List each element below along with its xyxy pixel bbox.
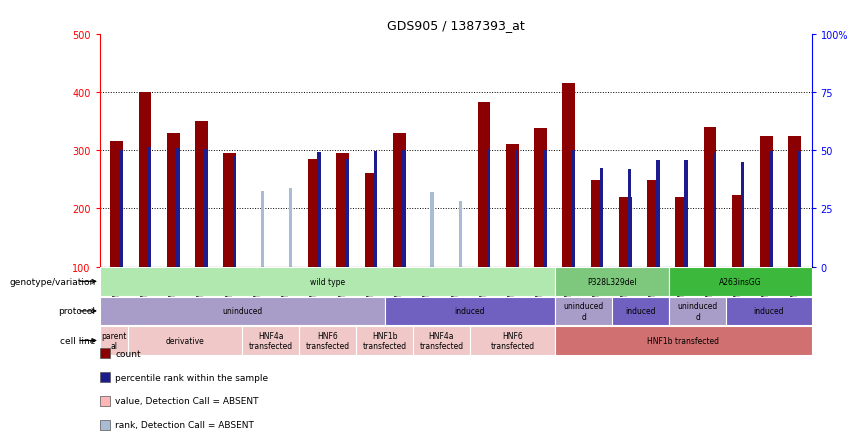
Bar <box>223 154 236 267</box>
Text: protocol: protocol <box>58 307 95 316</box>
Bar <box>788 136 801 267</box>
Bar <box>647 181 660 267</box>
Text: P328L329del: P328L329del <box>588 277 637 286</box>
Bar <box>741 162 745 267</box>
Bar <box>600 168 603 267</box>
Bar <box>139 93 151 267</box>
Bar <box>628 169 631 267</box>
Bar <box>656 161 660 267</box>
Text: A263insGG: A263insGG <box>719 277 762 286</box>
Bar <box>318 153 320 267</box>
Text: count: count <box>115 349 141 358</box>
Title: GDS905 / 1387393_at: GDS905 / 1387393_at <box>387 19 524 32</box>
Bar <box>289 188 293 267</box>
Text: HNF1b
transfected: HNF1b transfected <box>363 331 406 350</box>
Bar <box>242 326 299 355</box>
Bar <box>167 133 180 267</box>
Bar <box>556 267 669 296</box>
Bar <box>470 326 556 355</box>
Bar <box>176 149 180 267</box>
Bar <box>487 150 490 267</box>
Bar <box>385 297 556 326</box>
Text: induced: induced <box>455 307 485 316</box>
Bar <box>669 297 727 326</box>
Bar <box>402 151 405 267</box>
Bar <box>458 201 462 267</box>
Text: parent
al: parent al <box>102 331 127 350</box>
Bar <box>562 84 575 267</box>
Bar <box>393 133 405 267</box>
Bar <box>732 195 745 267</box>
Text: HNF4a
transfected: HNF4a transfected <box>419 331 464 350</box>
Bar <box>556 326 812 355</box>
Bar <box>100 326 128 355</box>
Text: uninduced
d: uninduced d <box>563 302 604 321</box>
Text: genotype/variation: genotype/variation <box>10 277 95 286</box>
Bar <box>100 267 556 296</box>
Text: uninduced
d: uninduced d <box>678 302 718 321</box>
Text: derivative: derivative <box>166 336 205 345</box>
Bar <box>619 197 632 267</box>
Bar <box>685 161 687 267</box>
Bar <box>356 326 413 355</box>
Bar <box>337 154 349 267</box>
Bar <box>612 297 669 326</box>
Bar <box>760 136 773 267</box>
Bar <box>798 152 801 267</box>
Bar <box>590 181 603 267</box>
Text: wild type: wild type <box>310 277 345 286</box>
Bar <box>365 174 378 267</box>
Bar <box>515 150 518 267</box>
Bar <box>704 128 716 267</box>
Bar <box>204 150 207 267</box>
Bar <box>571 151 575 267</box>
Bar <box>110 142 123 267</box>
Bar <box>727 297 812 326</box>
Bar <box>128 326 242 355</box>
Bar <box>233 157 236 267</box>
Bar <box>431 193 434 267</box>
Bar <box>477 102 490 267</box>
Text: percentile rank within the sample: percentile rank within the sample <box>115 373 268 381</box>
Bar <box>713 154 716 267</box>
Bar <box>675 197 688 267</box>
Bar <box>413 326 470 355</box>
Bar <box>374 152 378 267</box>
Bar <box>506 145 518 267</box>
Text: HNF4a
transfected: HNF4a transfected <box>248 331 293 350</box>
Text: value, Detection Call = ABSENT: value, Detection Call = ABSENT <box>115 397 259 405</box>
Text: rank, Detection Call = ABSENT: rank, Detection Call = ABSENT <box>115 421 254 429</box>
Text: induced: induced <box>626 307 656 316</box>
Text: cell line: cell line <box>60 336 95 345</box>
Bar <box>148 148 151 267</box>
Bar <box>260 191 264 267</box>
Bar <box>195 122 207 267</box>
Bar <box>120 151 123 267</box>
Text: induced: induced <box>753 307 784 316</box>
Bar <box>299 326 356 355</box>
Bar <box>100 297 385 326</box>
Bar <box>543 151 547 267</box>
Bar <box>669 267 812 296</box>
Text: HNF6
transfected: HNF6 transfected <box>490 331 535 350</box>
Bar <box>556 297 612 326</box>
Bar <box>534 129 547 267</box>
Bar <box>769 151 773 267</box>
Text: uninduced: uninduced <box>222 307 262 316</box>
Text: HNF6
transfected: HNF6 transfected <box>306 331 350 350</box>
Bar <box>345 160 349 267</box>
Bar <box>308 160 321 267</box>
Text: HNF1b transfected: HNF1b transfected <box>648 336 720 345</box>
